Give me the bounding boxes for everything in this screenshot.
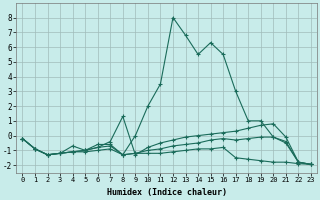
X-axis label: Humidex (Indice chaleur): Humidex (Indice chaleur) xyxy=(107,188,227,197)
